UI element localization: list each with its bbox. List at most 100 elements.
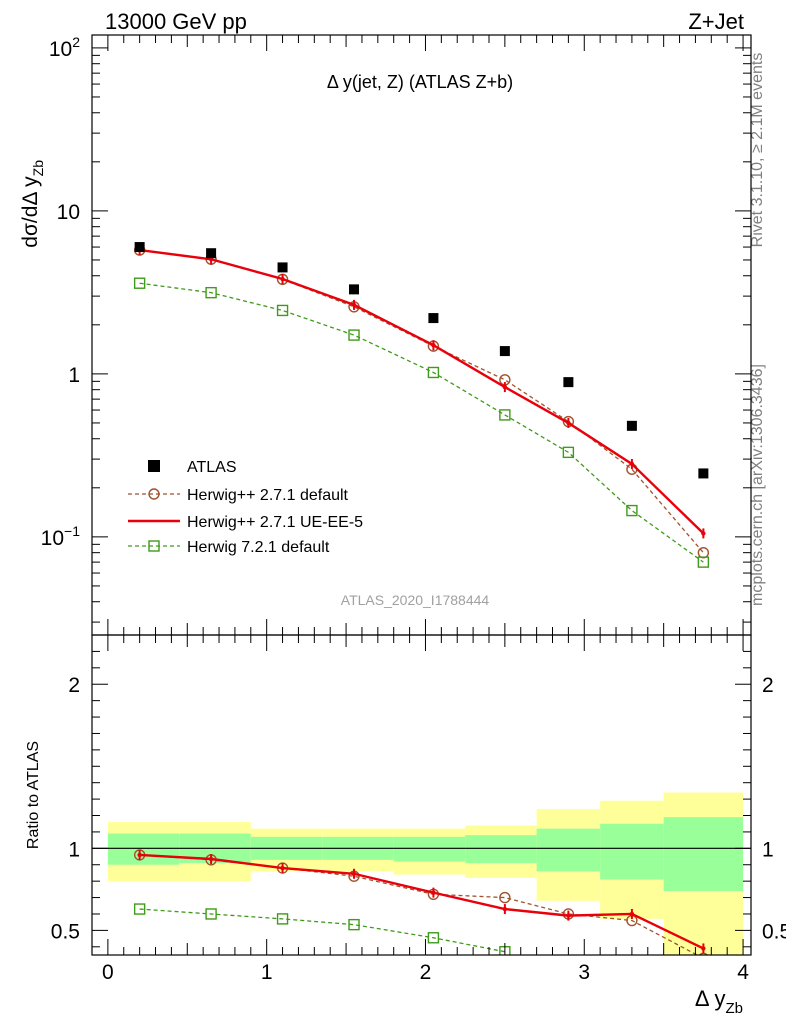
main-herwig-7-2-1-default-line: [139, 282, 704, 563]
main-herwig-7-2-1-default-point: [626, 504, 638, 517]
main-atlas-point: [698, 468, 709, 479]
legend-label: Herwig 7.2.1 default: [187, 539, 330, 556]
legend-label: ATLAS: [187, 459, 237, 476]
uncertainty-band-inner: [107, 833, 180, 865]
main-herwig-2-7-1-ue-ee-5-point: [351, 302, 357, 308]
main-plot-marks: [133, 242, 710, 568]
ratio-herwig-7-2-1-default-point: [205, 908, 217, 920]
legend-marker: [148, 488, 160, 500]
legend-label: Herwig++ 2.7.1 default: [187, 487, 349, 504]
main-herwig-2-7-1-ue-ee-5-point: [502, 384, 508, 390]
main-herwig-2-7-1-default-point: [697, 546, 710, 559]
ratio-herwig-2-7-1-ue-ee-5-point: [351, 871, 357, 876]
process-label: Z+Jet: [688, 9, 744, 34]
mcplots-label: mcplots.cern.ch [arXiv:1306.3436]: [749, 364, 766, 606]
y-tick-label-exponent: 2: [72, 34, 80, 50]
x-tick-label: 3: [578, 961, 590, 984]
ratio-herwig-2-7-1-ue-ee-5-point: [208, 856, 214, 862]
y-axis-label-sub: Zb: [30, 160, 46, 177]
main-herwig-7-2-1-default-point: [348, 329, 360, 341]
ratio-y-tick-label: 0.5: [51, 920, 80, 943]
main-atlas-point: [277, 262, 288, 273]
uncertainty-band-inner: [536, 828, 601, 872]
ratio-herwig-2-7-1-ue-ee-5-point: [701, 946, 706, 951]
ratio-herwig-2-7-1-default-point: [499, 891, 511, 904]
chart-title: Δ y(jet, Z) (ATLAS Z+b): [327, 72, 513, 92]
main-herwig-7-2-1-default-point: [499, 409, 511, 421]
y-tick-label-exponent: −1: [64, 523, 80, 539]
legend-item-herwig-2-7-1-default: Herwig++ 2.7.1 default: [128, 487, 349, 504]
ratio-herwig-7-2-1-default-line: [139, 908, 505, 953]
main-axis-ticks: [92, 35, 751, 635]
main-herwig-2-7-1-ue-ee-5-point: [701, 531, 706, 536]
ratio-panel: 0.5 0.5 1 1 2 2 0 1 2 3 4 Ratio to ATLAS Δ yZb: [25, 634, 786, 1017]
ratio-herwig-2-7-1-ue-ee-5-point: [280, 865, 285, 871]
ratio-herwig-2-7-1-ue-ee-5-point: [502, 906, 508, 912]
main-herwig-7-2-1-default-point: [697, 556, 710, 568]
ratio-herwig-2-7-1-ue-ee-5-point: [137, 852, 142, 858]
y-axis-label: dσ/dΔ yZb: [19, 160, 46, 248]
main-herwig-2-7-1-ue-ee-5-point: [629, 461, 635, 467]
y-tick-label-base: 1: [68, 364, 80, 387]
ratio-herwig-7-2-1-default-point: [427, 932, 440, 944]
ratio-y-tick-label: 1: [68, 838, 80, 861]
ratio-y-tick-label-right: 0.5: [762, 920, 786, 943]
main-atlas-point: [206, 248, 217, 259]
uncertainty-band-inner: [465, 835, 537, 864]
uncertainty-band-inner: [600, 823, 664, 880]
main-atlas-point: [499, 346, 510, 357]
y-tick-label-base: 10: [57, 201, 80, 224]
ratio-herwig-2-7-1-ue-ee-5-point: [566, 913, 571, 918]
x-axis-label-main: Δ y: [695, 986, 726, 1011]
main-atlas-point: [626, 420, 637, 431]
y-tick-label: 102: [49, 34, 80, 61]
energy-label: 13000 GeV pp: [105, 9, 247, 34]
y-axis-label-main: dσ/dΔ y: [19, 176, 42, 248]
ratio-y-tick-label-right: 1: [762, 838, 774, 861]
main-herwig-7-2-1-default-point: [205, 286, 217, 299]
legend-label: Herwig++ 2.7.1 UE-EE-5: [187, 514, 363, 531]
main-atlas-point: [349, 284, 360, 295]
legend-item-herwig-7-2-1-default: Herwig 7.2.1 default: [128, 539, 330, 556]
main-atlas-point: [563, 377, 574, 388]
legend-item-atlas: ATLAS: [148, 459, 237, 476]
y-tick-label-base: 10: [41, 527, 64, 550]
main-herwig-7-2-1-default-point: [276, 304, 289, 317]
ratio-herwig-7-2-1-default-point: [348, 918, 360, 931]
ratio-herwig-2-7-1-ue-ee-5-point: [431, 890, 436, 895]
main-atlas-point: [134, 242, 145, 253]
ratio-frame: [91, 634, 752, 956]
ratio-axis-ticks: [92, 635, 751, 955]
main-herwig-2-7-1-ue-ee-5-point: [431, 342, 436, 348]
y-tick-label: 10−1: [41, 523, 81, 550]
main-atlas-point: [428, 313, 439, 324]
main-herwig-2-7-1-ue-ee-5-point: [280, 276, 285, 282]
y-tick-label: 10: [57, 201, 80, 224]
analysis-watermark: ATLAS_2020_I1788444: [341, 592, 490, 608]
legend-marker: [148, 460, 160, 472]
legend-item-herwig-2-7-1-ue-ee-5: Herwig++ 2.7.1 UE-EE-5: [128, 514, 363, 531]
main-herwig-7-2-1-default-point: [562, 446, 575, 459]
x-axis-label-sub: Zb: [725, 1000, 743, 1017]
legend-marker: [148, 540, 160, 552]
ratio-y-tick-label-right: 2: [762, 674, 774, 697]
main-herwig-7-2-1-default-point: [427, 366, 440, 379]
ratio-y-axis-label: Ratio to ATLAS: [25, 741, 42, 849]
ratio-herwig-2-7-1-ue-ee-5-point: [629, 911, 635, 917]
x-tick-label: 1: [261, 961, 273, 984]
rivet-label: Rivet 3.1.10, ≥ 2.1M events: [749, 53, 766, 248]
main-herwig-2-7-1-ue-ee-5-point: [566, 420, 571, 426]
x-axis-label: Δ yZb: [695, 986, 743, 1017]
main-herwig-7-2-1-default-point: [133, 277, 146, 289]
x-tick-label: 0: [102, 961, 114, 984]
legend: ATLAS Herwig++ 2.7.1 default Herwig++ 2.7.…: [128, 459, 363, 556]
ratio-tick-labels: 0.5 0.5 1 1 2 2 0 1 2 3 4: [51, 674, 786, 984]
ratio-y-tick-label: 2: [68, 674, 80, 697]
ratio-herwig-7-2-1-default-point: [276, 913, 289, 925]
x-tick-label: 2: [420, 961, 432, 984]
x-tick-label: 4: [737, 961, 749, 984]
ratio-herwig-7-2-1-default-point: [133, 903, 146, 915]
